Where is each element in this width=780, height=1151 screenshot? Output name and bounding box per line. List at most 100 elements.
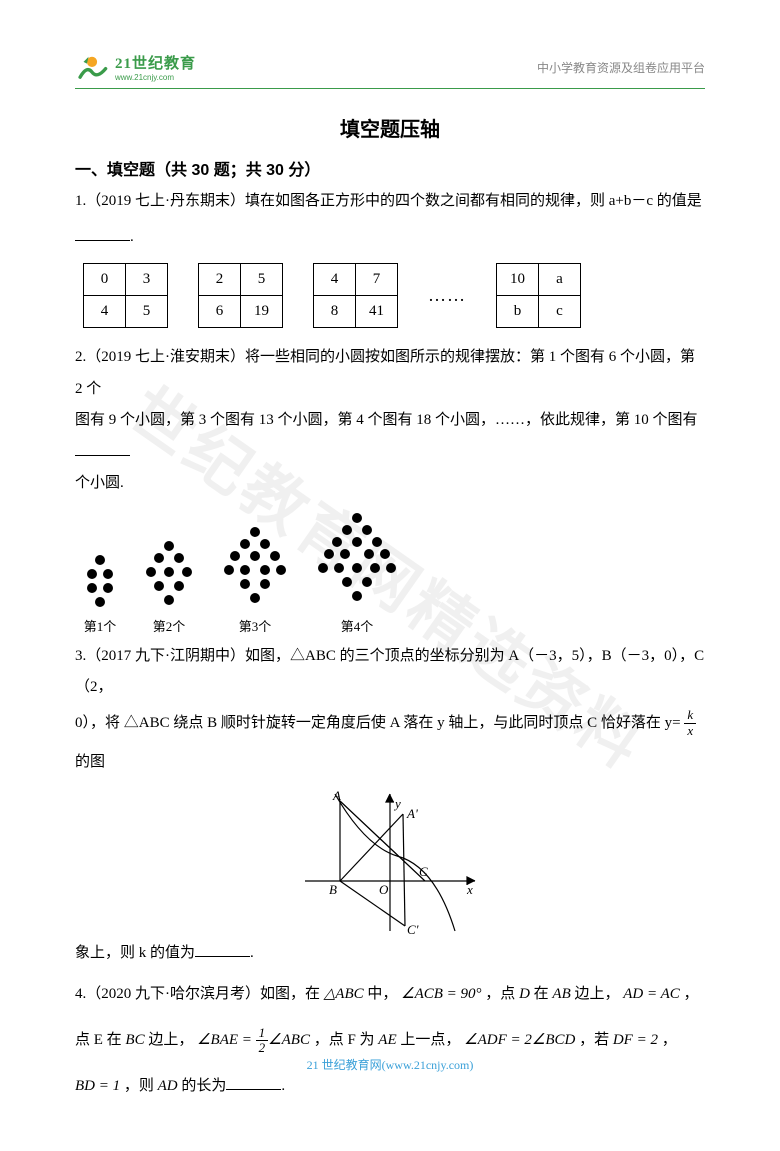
- q4-AD: AD: [158, 1078, 178, 1094]
- q4-p1a: 4.（2020 九下·哈尔滨月考）如图，在: [75, 986, 324, 1002]
- q3-line2b: 的图: [75, 754, 105, 770]
- cell: 8: [314, 296, 356, 328]
- q1-grid-3: 47 841: [313, 263, 398, 328]
- q2-fig-4: 第4个: [315, 512, 399, 635]
- header: 21世纪教育 www.21cnjy.com 中小学教育资源及组卷应用平台: [75, 50, 705, 89]
- dot-pattern-icon: [221, 526, 289, 610]
- q2-fig-3: 第3个: [221, 526, 289, 635]
- logo: 21世纪教育 www.21cnjy.com: [75, 50, 196, 84]
- q4-blank: [226, 1072, 281, 1090]
- q2-label-1: 第1个: [84, 616, 117, 635]
- q4-p3c: 的长为: [181, 1078, 226, 1094]
- q4-D: D: [519, 986, 530, 1002]
- q1-grid-2: 25 619: [198, 263, 283, 328]
- q2-label-2: 第2个: [153, 616, 186, 635]
- q4-p2c: ，点 F 为: [314, 1032, 379, 1048]
- section-heading: 一、填空题（共 30 题；共 30 分）: [75, 156, 705, 180]
- q1-grid-1: 03 45: [83, 263, 168, 328]
- dot-pattern-icon: [83, 554, 117, 610]
- q4-p3b: ，则: [124, 1078, 158, 1094]
- label-x: x: [466, 882, 473, 897]
- cell: 4: [314, 264, 356, 296]
- cell: 5: [241, 264, 283, 296]
- q4-tri: △ABC: [324, 986, 364, 1002]
- q1-period: .: [130, 229, 134, 245]
- q4-p1c: ，点: [485, 986, 519, 1002]
- q4-bd: BD = 1: [75, 1078, 120, 1094]
- question-4-line2: 点 E 在 BC 边上， ∠BAE = 12∠ABC ，点 F 为 AE 上一点…: [75, 1019, 705, 1061]
- cell: 10: [497, 264, 539, 296]
- q2-blank: [75, 438, 130, 456]
- q2-label-3: 第3个: [239, 616, 272, 635]
- q3-figure: A y A' B O C x C': [295, 786, 485, 936]
- q4-adf: ∠ADF = 2∠BCD: [464, 1032, 575, 1048]
- q1-text: 1.（2019 七上·丹东期末）填在如图各正方形中的四个数之间都有相同的规律，则…: [75, 193, 702, 209]
- cell: 41: [356, 296, 398, 328]
- q4-p2d: 上一点，: [400, 1032, 460, 1048]
- q3-blank: [195, 939, 250, 957]
- q2-label-4: 第4个: [341, 616, 374, 635]
- q4-AB: AB: [552, 986, 570, 1002]
- cell: 5: [126, 296, 168, 328]
- q4-df: DF = 2: [613, 1032, 658, 1048]
- logo-url-text: www.21cnjy.com: [115, 73, 196, 82]
- label-B: B: [329, 882, 337, 897]
- q2-line1: 2.（2019 七上·淮安期末）将一些相同的小圆按如图所示的规律摆放：第 1 个…: [75, 342, 705, 405]
- cell: 2: [199, 264, 241, 296]
- q4-acb: ∠ACB = 90°: [401, 986, 481, 1002]
- label-O: O: [379, 882, 389, 897]
- q1-grids: 03 45 25 619 47 841 …… 10a bc: [75, 263, 705, 328]
- page: 21世纪教育 www.21cnjy.com 中小学教育资源及组卷应用平台 填空题…: [0, 0, 780, 1151]
- cell: 6: [199, 296, 241, 328]
- question-3: 3.（2017 九下·江阴期中）如图，△ABC 的三个顶点的坐标分别为 A（－3…: [75, 641, 705, 782]
- q2-fig-2: 第2个: [143, 540, 195, 635]
- cell: 3: [126, 264, 168, 296]
- q1-ellipsis: ……: [428, 285, 466, 306]
- q3-line1: 3.（2017 九下·江阴期中）如图，△ABC 的三个顶点的坐标分别为 A（－3…: [75, 641, 705, 704]
- question-1: 1.（2019 七上·丹东期末）填在如图各正方形中的四个数之间都有相同的规律，则…: [75, 186, 705, 218]
- q3-line2a: 0），将 △ABC 绕点 B 顺时针旋转一定角度后使 A 落在 y 轴上，与此同…: [75, 715, 681, 731]
- q4-period: .: [281, 1078, 285, 1094]
- q2-line3: 个小圆.: [75, 468, 705, 500]
- q4-bae: ∠BAE = 12∠ABC: [197, 1032, 310, 1048]
- q4-comma2: ，: [662, 1032, 677, 1048]
- q1-blank: [75, 223, 130, 241]
- footer: 21 世纪教育网(www.21cnjy.com): [0, 1056, 780, 1073]
- q4-p2e: ，若: [579, 1032, 613, 1048]
- q3-period: .: [250, 945, 254, 961]
- q4-comma1: ，: [684, 986, 699, 1002]
- label-y: y: [393, 796, 401, 811]
- label-Cp: C': [407, 922, 419, 936]
- label-C: C: [419, 864, 428, 879]
- q4-adac: AD = AC: [623, 986, 680, 1002]
- page-title: 填空题压轴: [75, 113, 705, 142]
- cell: b: [497, 296, 539, 328]
- cell: c: [539, 296, 581, 328]
- cell: 19: [241, 296, 283, 328]
- question-2: 2.（2019 七上·淮安期末）将一些相同的小圆按如图所示的规律摆放：第 1 个…: [75, 342, 705, 500]
- dot-pattern-icon: [315, 512, 399, 610]
- q2-fig-1: 第1个: [83, 554, 117, 635]
- cell: 0: [84, 264, 126, 296]
- q4-p1b: 中，: [367, 986, 397, 1002]
- q4-p2a: 点 E 在: [75, 1032, 125, 1048]
- fraction-k-over-x: kx: [684, 708, 696, 738]
- dot-pattern-icon: [143, 540, 195, 610]
- logo-icon: [75, 50, 109, 84]
- q2-figures: 第1个 第2个: [75, 512, 705, 635]
- logo-main-text: 21世纪教育: [115, 52, 196, 73]
- header-right-text: 中小学教育资源及组卷应用平台: [537, 59, 705, 76]
- q4-p1e: 边上，: [575, 986, 620, 1002]
- cell: a: [539, 264, 581, 296]
- q2-line2: 图有 9 个小圆，第 3 个图有 13 个小圆，第 4 个图有 18 个小圆，……: [75, 412, 698, 428]
- q4-BC: BC: [125, 1032, 144, 1048]
- q3-line3: 象上，则 k 的值为: [75, 945, 195, 961]
- q4-p2b: 边上，: [148, 1032, 197, 1048]
- label-Ap: A': [406, 806, 418, 821]
- q1-grid-4: 10a bc: [496, 263, 581, 328]
- label-A: A: [332, 788, 341, 803]
- q4-p1d: 在: [534, 986, 553, 1002]
- cell: 7: [356, 264, 398, 296]
- cell: 4: [84, 296, 126, 328]
- question-4: 4.（2020 九下·哈尔滨月考）如图，在 △ABC 中， ∠ACB = 90°…: [75, 973, 705, 1015]
